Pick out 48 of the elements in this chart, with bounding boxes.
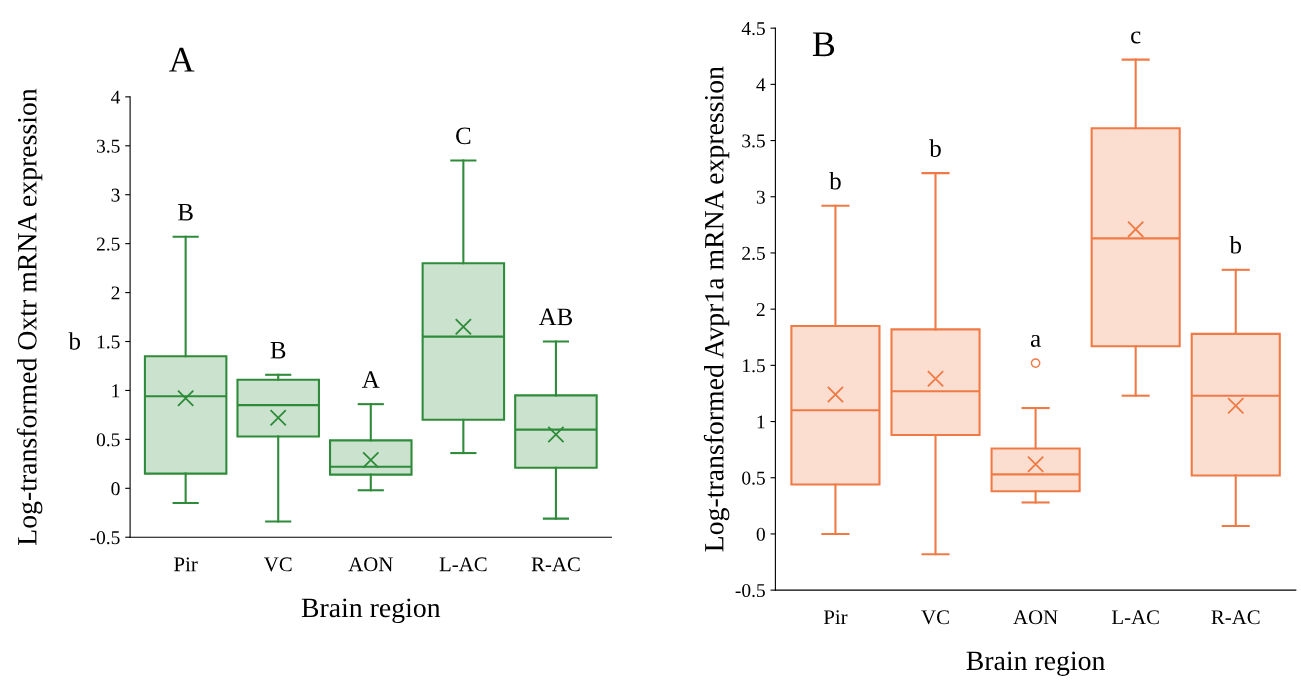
annotation: B: [270, 341, 286, 359]
annotation: AB: [538, 308, 573, 326]
y-tick-label: 0: [756, 527, 765, 541]
x-tick-label: R-AC: [531, 557, 580, 572]
y-tick-label: 4: [111, 90, 121, 104]
y-tick-label: 2.5: [96, 237, 120, 251]
x-tick-label: Pir: [823, 610, 848, 625]
y-tick-label: 0.5: [96, 433, 120, 447]
y-tick-label: 0: [111, 482, 120, 496]
y-tick-label: 2: [756, 303, 765, 316]
y-tick-label: 1: [112, 384, 120, 398]
y-tick-label: 1.5: [743, 359, 765, 373]
x-axis-title: Brain region: [966, 651, 1105, 676]
x-tick-label: VC: [921, 610, 949, 625]
y-tick-label: 1: [757, 415, 765, 429]
annotation: C: [456, 127, 471, 145]
y-tick-label: 3: [756, 190, 765, 204]
annotation: c: [1131, 31, 1141, 44]
y-tick-label: 2.5: [742, 246, 765, 260]
text: b: [68, 332, 81, 350]
annotation: a: [1030, 334, 1041, 347]
x-tick-label: Pir: [174, 557, 198, 572]
y-axis-title: Log-transformed Oxtr mRNA expression: [16, 88, 43, 545]
y-axis-title: Log-transformed Avpr1a mRNA expression: [703, 66, 730, 552]
y-tick-label: 0.5: [742, 471, 765, 485]
y-tick-label: 3.5: [97, 139, 120, 153]
annotation: A: [362, 371, 380, 388]
chart-title: A: [168, 47, 195, 72]
chart-title: B: [812, 32, 835, 57]
y-tick-label: 2: [111, 286, 120, 300]
x-tick-label: VC: [263, 557, 292, 572]
annotation: b: [829, 171, 841, 190]
x-tick-label: R-AC: [1211, 610, 1260, 625]
y-tick-label: 3.5: [742, 134, 765, 148]
x-axis-title: Brain region: [301, 598, 441, 623]
x-tick-label: L-AC: [1111, 610, 1159, 625]
y-tick-label: 4.5: [741, 22, 765, 36]
annotation: B: [178, 204, 193, 221]
annotation: b: [1229, 236, 1242, 254]
x-tick-label: AON: [1013, 610, 1058, 625]
y-tick-label: 4: [756, 78, 766, 92]
annotation: b: [929, 139, 941, 157]
y-tick-label: -0.5: [90, 531, 120, 545]
y-tick-label: 3: [111, 188, 120, 202]
y-tick-label: 1.5: [97, 335, 120, 349]
x-tick-label: AON: [348, 557, 393, 572]
x-tick-label: L-AC: [439, 557, 487, 572]
y-tick-label: -0.5: [735, 583, 765, 598]
